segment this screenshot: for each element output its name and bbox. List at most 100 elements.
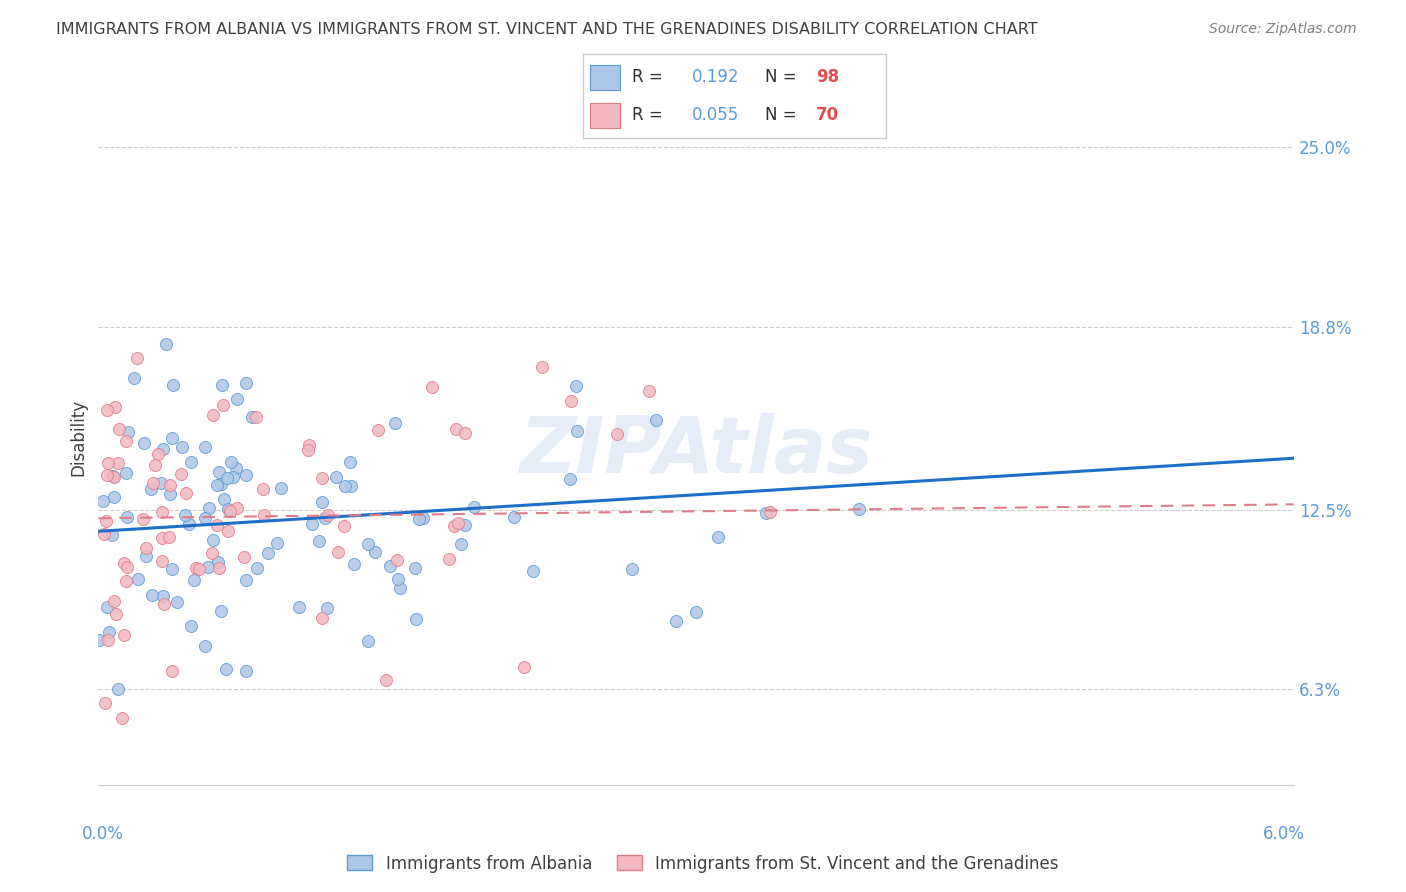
Point <box>252 483 274 497</box>
Point <box>301 517 323 532</box>
Point <box>620 562 643 576</box>
Point <box>162 377 184 392</box>
Point <box>606 426 628 441</box>
Text: 6.0%: 6.0% <box>1263 825 1305 843</box>
Point <box>378 559 401 574</box>
Point <box>242 409 264 424</box>
Legend: Immigrants from Albania, Immigrants from St. Vincent and the Grenadines: Immigrants from Albania, Immigrants from… <box>340 848 1066 880</box>
Point <box>115 574 138 588</box>
Point <box>314 511 336 525</box>
Point <box>179 516 201 531</box>
Point <box>759 505 782 519</box>
Point <box>135 541 157 555</box>
Text: 0.192: 0.192 <box>692 69 740 87</box>
Point <box>96 600 118 615</box>
Point <box>325 469 347 483</box>
Point <box>412 510 434 524</box>
Point <box>707 529 730 543</box>
Point <box>135 549 157 563</box>
Point <box>146 446 169 460</box>
Point <box>297 438 319 452</box>
Point <box>222 470 245 484</box>
Text: 98: 98 <box>817 69 839 87</box>
Point <box>117 425 139 439</box>
Point <box>565 425 588 439</box>
Point <box>198 500 221 515</box>
Point <box>288 599 311 614</box>
Point <box>93 527 115 541</box>
Point <box>202 533 225 548</box>
Point <box>388 581 411 595</box>
Point <box>152 442 174 457</box>
Point <box>110 711 132 725</box>
Point <box>219 455 242 469</box>
Point <box>143 458 166 472</box>
Point <box>453 425 475 440</box>
Point <box>316 601 339 615</box>
Text: N =: N = <box>765 69 796 87</box>
Point <box>340 479 363 493</box>
Point <box>454 517 477 532</box>
Text: N =: N = <box>765 106 796 124</box>
Point <box>150 531 173 545</box>
Point <box>530 359 553 374</box>
Point <box>160 561 183 575</box>
Point <box>375 673 398 687</box>
Point <box>447 516 470 531</box>
Point <box>339 455 361 469</box>
Point <box>153 597 176 611</box>
Point <box>172 440 194 454</box>
Point <box>159 486 181 500</box>
Point <box>105 607 128 621</box>
Point <box>142 476 165 491</box>
Point <box>127 572 149 586</box>
Point <box>125 351 148 365</box>
Point <box>308 534 330 549</box>
Point <box>180 619 202 633</box>
Point <box>150 554 173 568</box>
Point <box>332 519 354 533</box>
Point <box>245 409 267 424</box>
Point <box>184 561 207 575</box>
Point <box>194 640 217 654</box>
Point <box>202 408 225 422</box>
Point <box>644 413 666 427</box>
Point <box>266 535 288 549</box>
Point <box>124 371 146 385</box>
Point <box>205 478 228 492</box>
Point <box>343 557 366 571</box>
Point <box>155 336 177 351</box>
Point <box>209 477 232 491</box>
Point <box>387 572 409 586</box>
Point <box>755 506 778 520</box>
Point <box>174 508 197 523</box>
Point <box>387 553 409 567</box>
Point <box>328 545 350 559</box>
Point <box>197 560 219 574</box>
Point <box>94 514 117 528</box>
Point <box>160 431 183 445</box>
Point <box>149 475 172 490</box>
Point <box>463 500 485 515</box>
Point <box>104 400 127 414</box>
Point <box>522 564 544 578</box>
Text: R =: R = <box>631 69 662 87</box>
Point <box>208 561 231 575</box>
Point <box>209 604 232 618</box>
Text: ZIPAtlas: ZIPAtlas <box>519 413 873 489</box>
Point <box>193 440 215 454</box>
Point <box>180 455 202 469</box>
Point <box>87 632 110 647</box>
Point <box>132 512 155 526</box>
Text: 0.055: 0.055 <box>692 106 740 124</box>
Point <box>560 472 582 486</box>
Point <box>205 517 228 532</box>
Point <box>297 442 319 457</box>
Point <box>384 416 406 430</box>
Point <box>235 376 257 390</box>
Point <box>166 595 188 609</box>
Point <box>93 493 115 508</box>
Point <box>139 482 162 496</box>
Point <box>96 403 118 417</box>
Point <box>159 477 181 491</box>
